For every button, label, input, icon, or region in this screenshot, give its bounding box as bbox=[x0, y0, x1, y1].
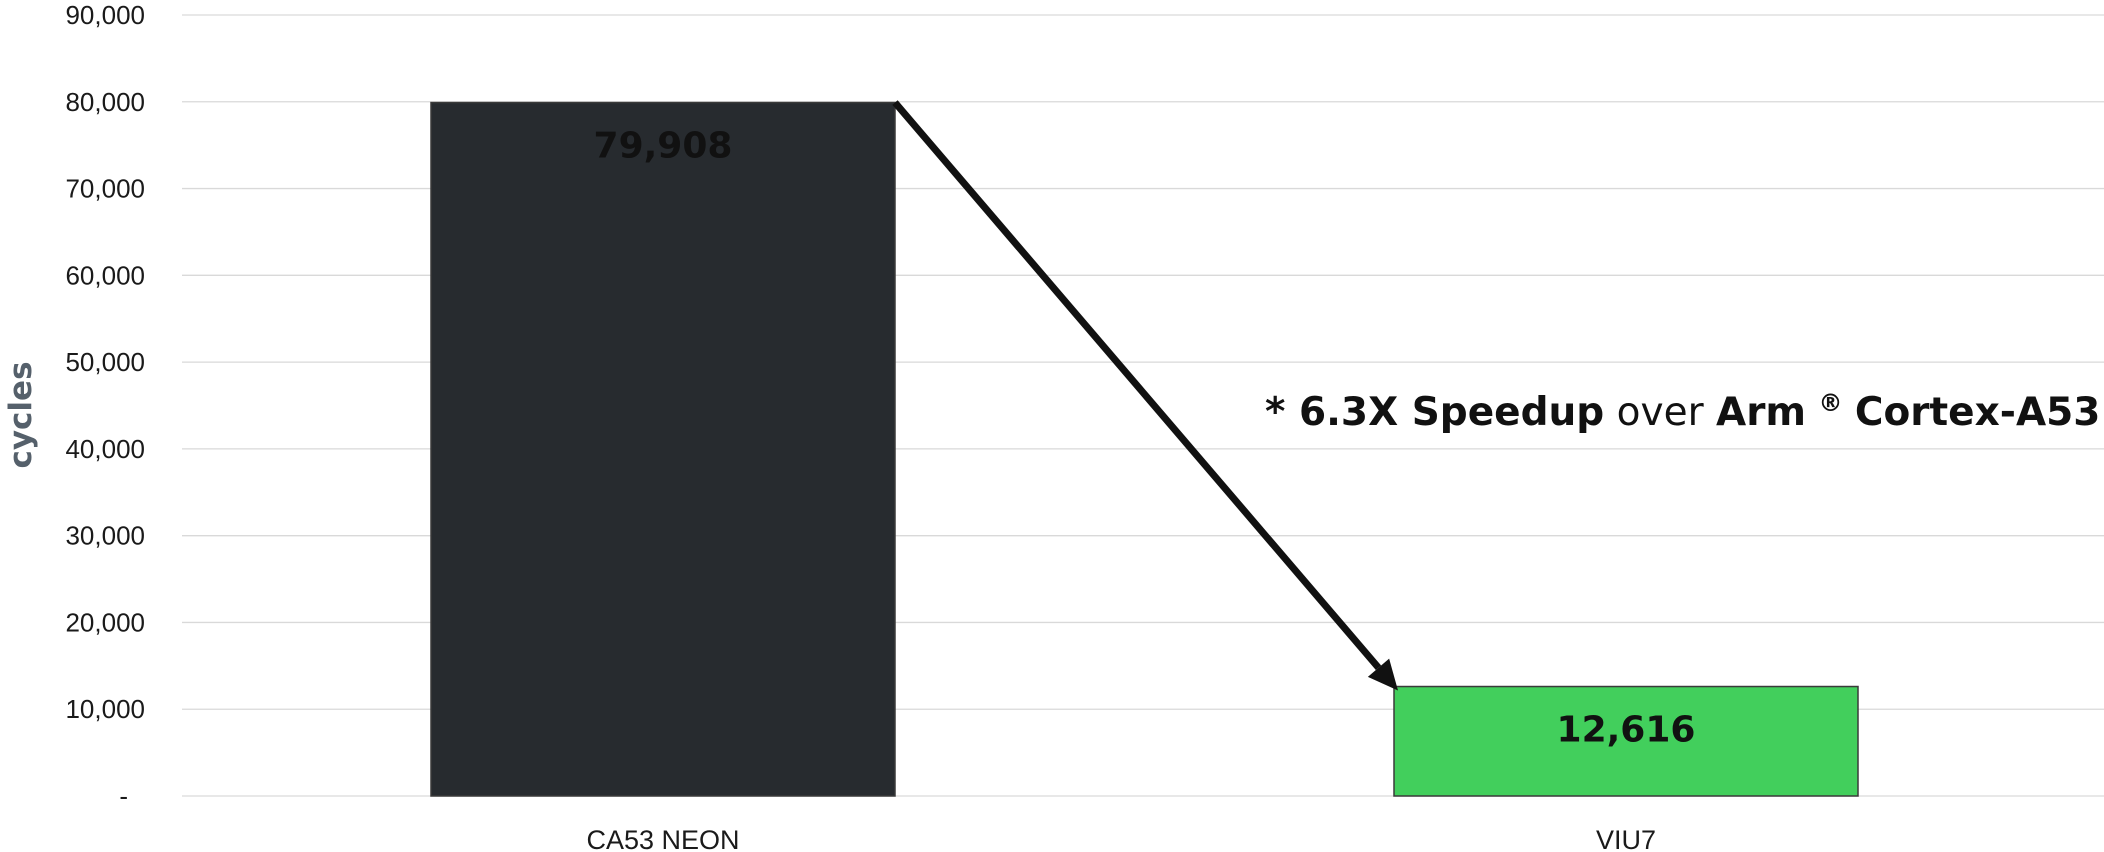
y-tick-label: 70,000 bbox=[65, 174, 145, 204]
y-tick-label: 90,000 bbox=[65, 0, 145, 30]
x-axis-categories: CA53 NEON VIU7 bbox=[586, 825, 1656, 852]
annotation-asterisk: * bbox=[1265, 390, 1299, 435]
arrow-head bbox=[1367, 658, 1398, 691]
y-axis-label: cycles bbox=[3, 361, 39, 468]
y-tick-label: 40,000 bbox=[65, 434, 145, 464]
data-labels: 79,908 12,616 bbox=[594, 126, 1696, 751]
y-tick-label: 50,000 bbox=[65, 347, 145, 377]
annotation-speedup: 6.3X Speedup bbox=[1299, 390, 1604, 435]
bar-value-label: 12,616 bbox=[1557, 710, 1696, 751]
speedup-annotation: * 6.3X Speedup over Arm ® Cortex-A53 bbox=[1265, 376, 2100, 435]
bar bbox=[1393, 685, 1859, 797]
y-tick-label: 10,000 bbox=[65, 694, 145, 724]
bar bbox=[430, 101, 896, 797]
annotation-arm: Arm bbox=[1716, 390, 1806, 435]
bar-value-label: 79,908 bbox=[594, 126, 733, 167]
x-category-label: CA53 NEON bbox=[586, 825, 739, 852]
y-tick-label: 30,000 bbox=[65, 521, 145, 551]
y-tick-label: - bbox=[119, 781, 128, 811]
y-axis-ticks: - 10,000 20,000 30,000 40,000 50,000 60,000 70,… bbox=[65, 0, 145, 811]
y-tick-label: 60,000 bbox=[65, 260, 145, 290]
y-tick-label: 20,000 bbox=[65, 607, 145, 637]
arrow-shaft bbox=[892, 100, 1382, 671]
bars bbox=[430, 101, 1859, 797]
annotation-registered-mark: ® bbox=[1818, 389, 1842, 417]
x-category-label: VIU7 bbox=[1596, 825, 1656, 852]
speedup-arrow bbox=[892, 100, 1398, 691]
annotation-over: over bbox=[1617, 390, 1716, 435]
annotation-target: Cortex-A53 bbox=[1855, 390, 2101, 435]
y-tick-label: 80,000 bbox=[65, 87, 145, 117]
